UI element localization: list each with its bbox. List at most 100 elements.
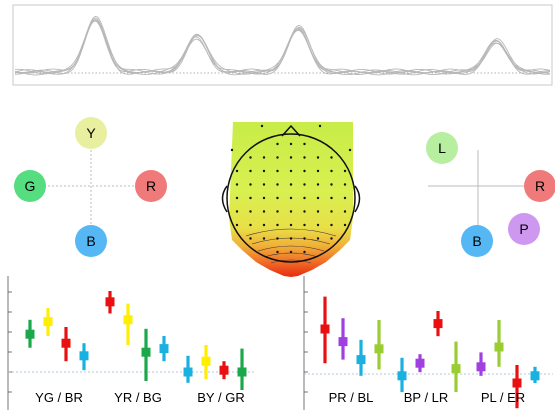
electrode-dot	[249, 237, 252, 240]
electrode-dot	[235, 223, 239, 227]
electrode-dot	[276, 237, 279, 240]
electrode-dot	[260, 124, 264, 128]
electrode-dot	[316, 223, 320, 227]
color-axes-right: L R B P	[426, 132, 555, 257]
errorbar-marker	[183, 367, 193, 377]
node-blue	[75, 225, 107, 257]
electrode-dot	[249, 183, 252, 186]
errorbar-marker	[219, 365, 229, 375]
node-blue	[461, 225, 493, 257]
node-label-l: L	[438, 140, 446, 156]
electrode-dot	[330, 237, 333, 240]
electrode-dot	[318, 124, 322, 128]
errorbar-marker	[397, 371, 407, 381]
group-label: BY / GR	[197, 390, 244, 405]
electrode-dot	[276, 142, 279, 146]
group-label: PL / ER	[481, 390, 525, 405]
y-ticks	[304, 291, 308, 393]
electrode-dot	[330, 183, 333, 186]
electrode-dot	[276, 183, 279, 186]
electrode-dot	[343, 223, 347, 227]
errorbar-marker	[451, 364, 461, 374]
errorbar-marker	[43, 317, 53, 327]
electrode-dot	[330, 210, 333, 213]
electrode-dot	[330, 223, 333, 227]
electrode-dot	[289, 156, 293, 159]
errorbar-marker	[433, 319, 443, 329]
y-ticks	[8, 291, 12, 393]
waveform-traces	[14, 15, 551, 76]
scalp-topomap	[221, 122, 361, 277]
right-ear-icon	[354, 185, 361, 213]
electrode-dot	[289, 223, 293, 227]
electrode-dot	[343, 169, 347, 173]
electrode-dot	[262, 169, 266, 173]
electrode-dot	[316, 196, 320, 200]
electrode-dot	[289, 237, 293, 240]
head-outline	[226, 133, 356, 263]
node-red	[135, 170, 167, 202]
electrode-dot	[343, 183, 347, 186]
errorbars-right	[320, 296, 540, 409]
electrode-dot	[262, 237, 266, 240]
electrode-dot	[303, 223, 306, 227]
errorbar-marker	[494, 342, 504, 352]
electrode-dot	[303, 237, 306, 240]
electrode-dot	[303, 183, 306, 186]
errorbar-marker	[356, 355, 366, 365]
electrode-dot	[235, 183, 239, 186]
group-label: YG / BR	[35, 390, 83, 405]
node-label-r: R	[146, 178, 156, 194]
electrode-dot	[262, 223, 266, 227]
electrode-dot	[262, 210, 266, 213]
electrode-dot	[303, 156, 306, 159]
electrode-dot	[343, 196, 347, 200]
electrode-dot	[303, 210, 306, 213]
electrode-dot	[230, 148, 234, 152]
electrode-dot	[316, 183, 320, 186]
node-purple	[508, 213, 540, 245]
electrode-dot	[289, 169, 293, 173]
electrode-dot	[330, 156, 333, 159]
electrode-dot	[289, 250, 293, 254]
errorbar-marker	[141, 347, 151, 357]
group-label: BP / LR	[404, 390, 449, 405]
node-green	[14, 170, 46, 202]
errorbar-marker	[530, 371, 540, 381]
errorbar-marker	[338, 337, 348, 347]
electrode-dot	[316, 237, 320, 240]
electrode-dot	[235, 196, 239, 200]
electrode-dot	[289, 183, 293, 186]
electrode-dot	[276, 223, 279, 227]
electrode-dot	[316, 169, 320, 173]
electrode-grid	[230, 124, 352, 254]
errorbar-marker	[201, 356, 211, 366]
errorbar-marker	[512, 378, 522, 388]
electrode-dot	[276, 169, 279, 173]
errorbar-marker	[374, 344, 384, 354]
electrode-dot	[262, 183, 266, 186]
electrode-dot	[289, 196, 293, 200]
electrode-dot	[330, 169, 333, 173]
electrode-dot	[289, 142, 293, 146]
errorbar-marker	[159, 344, 169, 354]
electrode-dot	[276, 196, 279, 200]
electrode-dot	[316, 210, 320, 213]
electrode-dot	[303, 196, 306, 200]
electrode-dot	[249, 196, 252, 200]
electrode-dot	[262, 196, 266, 200]
errorbar-marker	[61, 338, 71, 348]
errorbar-marker	[123, 315, 133, 325]
node-label-b: B	[86, 233, 95, 249]
errorbar-chart-left: YG / BR YR / BG BY / GR	[7, 276, 256, 410]
errorbar-marker	[25, 329, 35, 339]
group-label: PR / BL	[329, 390, 374, 405]
electrode-dot	[343, 210, 347, 213]
errorbar-marker	[320, 324, 330, 334]
electrode-dot	[276, 250, 279, 254]
electrode-dot	[276, 156, 279, 159]
errorbar-marker	[105, 297, 115, 307]
color-axes-left: Y G R B	[14, 117, 167, 257]
errorbar-marker	[79, 351, 89, 361]
electrode-dot	[262, 156, 266, 159]
